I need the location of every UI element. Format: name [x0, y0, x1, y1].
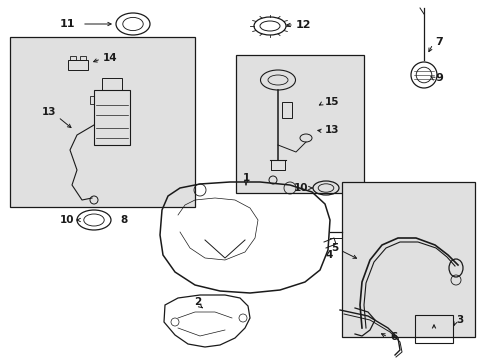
Bar	[236, 55, 363, 193]
Text: 12: 12	[295, 20, 311, 30]
Bar	[282, 102, 291, 118]
Text: 6: 6	[389, 332, 396, 342]
Text: 7: 7	[434, 37, 442, 47]
Text: 11: 11	[60, 19, 75, 29]
Bar	[341, 182, 474, 337]
Text: 3: 3	[455, 315, 462, 325]
Bar	[414, 315, 452, 343]
Bar	[102, 78, 122, 90]
Text: 5: 5	[330, 243, 337, 253]
Text: 13: 13	[42, 107, 57, 117]
Text: 1: 1	[242, 173, 249, 183]
Bar	[68, 60, 88, 70]
Bar	[80, 56, 86, 60]
Text: 14: 14	[103, 53, 118, 63]
Text: 13: 13	[325, 125, 339, 135]
Bar	[90, 96, 94, 104]
Text: 15: 15	[325, 97, 339, 107]
Text: 4: 4	[325, 250, 332, 260]
Text: 10: 10	[293, 183, 307, 193]
Bar	[10, 37, 195, 207]
Bar	[70, 56, 76, 60]
Bar	[94, 90, 130, 145]
Text: 2: 2	[194, 297, 201, 307]
Text: 10: 10	[60, 215, 74, 225]
Text: 8: 8	[120, 215, 127, 225]
Text: 9: 9	[434, 73, 442, 83]
